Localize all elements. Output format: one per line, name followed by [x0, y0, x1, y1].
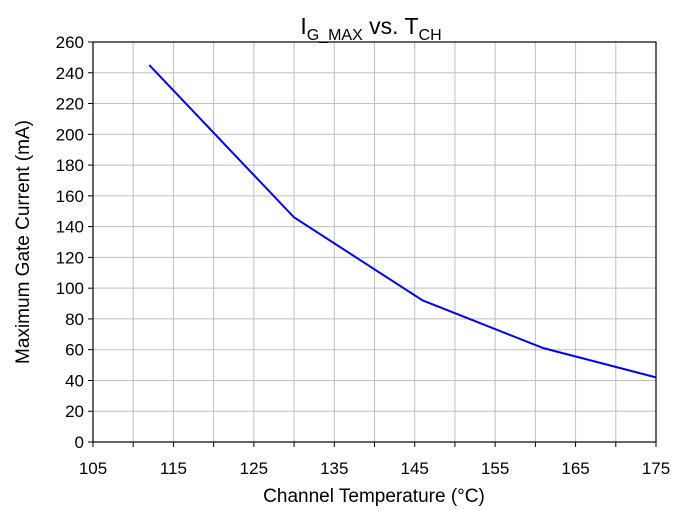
y-tick-label-180: 180 — [56, 156, 84, 175]
y-tick-labels: 0 20 40 60 80 100 120 140 160 180 200 220 240 260 — [56, 33, 84, 452]
chart-title: IG_MAX vs. TCH — [300, 13, 441, 44]
y-tick-label-160: 160 — [56, 187, 84, 206]
y-tick-label-20: 20 — [65, 402, 84, 421]
x-tick-label-145: 145 — [401, 459, 429, 478]
chart-title-part-2: vs. T — [363, 13, 419, 39]
x-tick-label-115: 115 — [160, 459, 187, 478]
y-tick-label-60: 60 — [65, 341, 84, 360]
x-tick-label-135: 135 — [320, 459, 348, 478]
series-line-0 — [148, 64, 657, 379]
chart-title-part-1: G_MAX — [307, 27, 363, 44]
plot-frame — [88, 41, 657, 447]
y-tick-label-260: 260 — [56, 33, 84, 52]
y-tick-label-200: 200 — [56, 125, 84, 144]
y-tick-label-0: 0 — [75, 433, 84, 452]
chart-title-part-3: CH — [419, 27, 442, 44]
x-tick-label-125: 125 — [240, 459, 268, 478]
y-tick-label-40: 40 — [65, 371, 84, 390]
y-tick-label-140: 140 — [56, 218, 84, 237]
x-tick-label-105: 105 — [79, 459, 107, 478]
grid — [93, 42, 656, 442]
y-tick-label-80: 80 — [65, 310, 84, 329]
y-axis-label: Maximum Gate Current (mA) — [13, 120, 34, 364]
y-tick-label-220: 220 — [56, 95, 84, 114]
x-tick-label-165: 165 — [561, 459, 589, 478]
series-layer — [148, 64, 657, 379]
x-axis-label: Channel Temperature (°C) — [263, 486, 485, 507]
chart-title-part-0: I — [300, 13, 306, 39]
x-tick-label-155: 155 — [481, 459, 509, 478]
x-tick-label-175: 175 — [642, 459, 670, 478]
x-tick-labels: 105 115 125 135 145 155 165 175 — [79, 459, 670, 478]
y-tick-label-120: 120 — [56, 248, 84, 267]
y-tick-label-100: 100 — [56, 279, 84, 298]
y-tick-label-240: 240 — [56, 64, 84, 83]
